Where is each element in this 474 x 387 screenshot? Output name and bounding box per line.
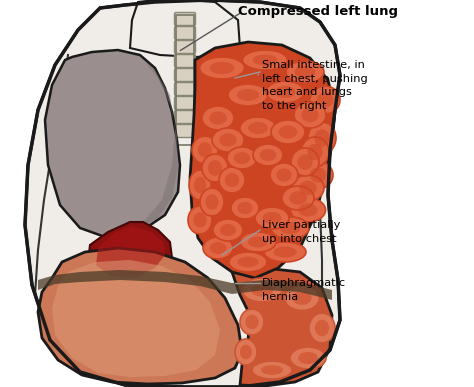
Ellipse shape bbox=[234, 152, 250, 164]
FancyBboxPatch shape bbox=[174, 111, 195, 123]
Ellipse shape bbox=[308, 122, 336, 154]
FancyBboxPatch shape bbox=[174, 41, 195, 53]
Ellipse shape bbox=[292, 175, 324, 201]
Ellipse shape bbox=[225, 173, 239, 187]
Ellipse shape bbox=[282, 186, 314, 210]
Ellipse shape bbox=[261, 365, 283, 375]
Ellipse shape bbox=[297, 154, 313, 170]
Ellipse shape bbox=[294, 102, 326, 128]
Ellipse shape bbox=[271, 120, 305, 144]
Ellipse shape bbox=[213, 219, 243, 241]
Ellipse shape bbox=[202, 106, 234, 130]
Ellipse shape bbox=[298, 352, 318, 364]
Ellipse shape bbox=[286, 61, 324, 83]
Polygon shape bbox=[38, 248, 242, 384]
Polygon shape bbox=[88, 222, 172, 282]
Text: Liver partially
up into chest: Liver partially up into chest bbox=[262, 220, 340, 243]
Ellipse shape bbox=[200, 188, 224, 216]
Ellipse shape bbox=[260, 149, 276, 161]
Ellipse shape bbox=[255, 207, 289, 229]
FancyBboxPatch shape bbox=[174, 26, 195, 39]
Ellipse shape bbox=[317, 92, 333, 108]
Ellipse shape bbox=[240, 309, 264, 335]
Polygon shape bbox=[38, 270, 332, 300]
Ellipse shape bbox=[301, 108, 319, 122]
Ellipse shape bbox=[219, 167, 245, 193]
Polygon shape bbox=[45, 50, 180, 238]
Ellipse shape bbox=[289, 192, 307, 205]
Ellipse shape bbox=[309, 313, 335, 343]
Ellipse shape bbox=[229, 252, 267, 272]
Ellipse shape bbox=[242, 278, 282, 302]
Ellipse shape bbox=[251, 283, 273, 296]
Ellipse shape bbox=[231, 197, 259, 219]
Polygon shape bbox=[52, 260, 220, 377]
Ellipse shape bbox=[240, 232, 276, 252]
Ellipse shape bbox=[301, 137, 329, 167]
Ellipse shape bbox=[294, 66, 316, 78]
Ellipse shape bbox=[237, 257, 258, 267]
Ellipse shape bbox=[219, 134, 237, 147]
Ellipse shape bbox=[208, 160, 222, 176]
FancyBboxPatch shape bbox=[174, 68, 195, 82]
Ellipse shape bbox=[253, 55, 277, 65]
Ellipse shape bbox=[228, 84, 268, 106]
Ellipse shape bbox=[205, 194, 219, 210]
Ellipse shape bbox=[315, 320, 329, 336]
Ellipse shape bbox=[220, 224, 236, 236]
FancyBboxPatch shape bbox=[174, 125, 195, 137]
Ellipse shape bbox=[248, 122, 268, 134]
Ellipse shape bbox=[266, 81, 304, 103]
Ellipse shape bbox=[243, 50, 288, 70]
Ellipse shape bbox=[203, 237, 233, 259]
Ellipse shape bbox=[246, 315, 259, 329]
Ellipse shape bbox=[253, 144, 283, 166]
Ellipse shape bbox=[279, 125, 297, 139]
Polygon shape bbox=[25, 0, 340, 387]
Text: Diaphragmatic
hernia: Diaphragmatic hernia bbox=[262, 278, 346, 301]
Ellipse shape bbox=[292, 291, 311, 305]
Ellipse shape bbox=[237, 202, 253, 214]
Ellipse shape bbox=[193, 212, 207, 228]
Polygon shape bbox=[232, 268, 332, 386]
Ellipse shape bbox=[298, 204, 318, 217]
Ellipse shape bbox=[192, 136, 218, 164]
Polygon shape bbox=[96, 226, 165, 278]
Ellipse shape bbox=[200, 57, 245, 79]
Ellipse shape bbox=[194, 177, 206, 193]
Ellipse shape bbox=[209, 111, 227, 125]
Ellipse shape bbox=[274, 86, 295, 98]
Ellipse shape bbox=[314, 129, 330, 147]
Ellipse shape bbox=[248, 236, 268, 248]
Ellipse shape bbox=[271, 217, 309, 239]
Polygon shape bbox=[108, 62, 178, 235]
Ellipse shape bbox=[310, 167, 326, 183]
Ellipse shape bbox=[291, 148, 319, 176]
Ellipse shape bbox=[310, 86, 340, 114]
Ellipse shape bbox=[280, 222, 301, 234]
FancyBboxPatch shape bbox=[174, 55, 195, 67]
Ellipse shape bbox=[276, 168, 292, 182]
FancyBboxPatch shape bbox=[174, 82, 195, 96]
Ellipse shape bbox=[290, 347, 326, 369]
Ellipse shape bbox=[202, 154, 228, 182]
FancyBboxPatch shape bbox=[174, 96, 195, 110]
Polygon shape bbox=[190, 42, 335, 278]
Ellipse shape bbox=[252, 361, 292, 379]
Ellipse shape bbox=[210, 62, 234, 74]
Ellipse shape bbox=[273, 247, 297, 257]
Ellipse shape bbox=[240, 345, 252, 359]
Polygon shape bbox=[130, 0, 240, 57]
Ellipse shape bbox=[303, 161, 333, 189]
Ellipse shape bbox=[299, 181, 317, 195]
Ellipse shape bbox=[284, 286, 319, 310]
Ellipse shape bbox=[188, 206, 212, 234]
Ellipse shape bbox=[240, 117, 276, 139]
Ellipse shape bbox=[189, 170, 211, 200]
Ellipse shape bbox=[227, 147, 257, 169]
Ellipse shape bbox=[235, 339, 257, 365]
Ellipse shape bbox=[198, 142, 212, 158]
Ellipse shape bbox=[210, 242, 226, 254]
Ellipse shape bbox=[291, 198, 326, 222]
